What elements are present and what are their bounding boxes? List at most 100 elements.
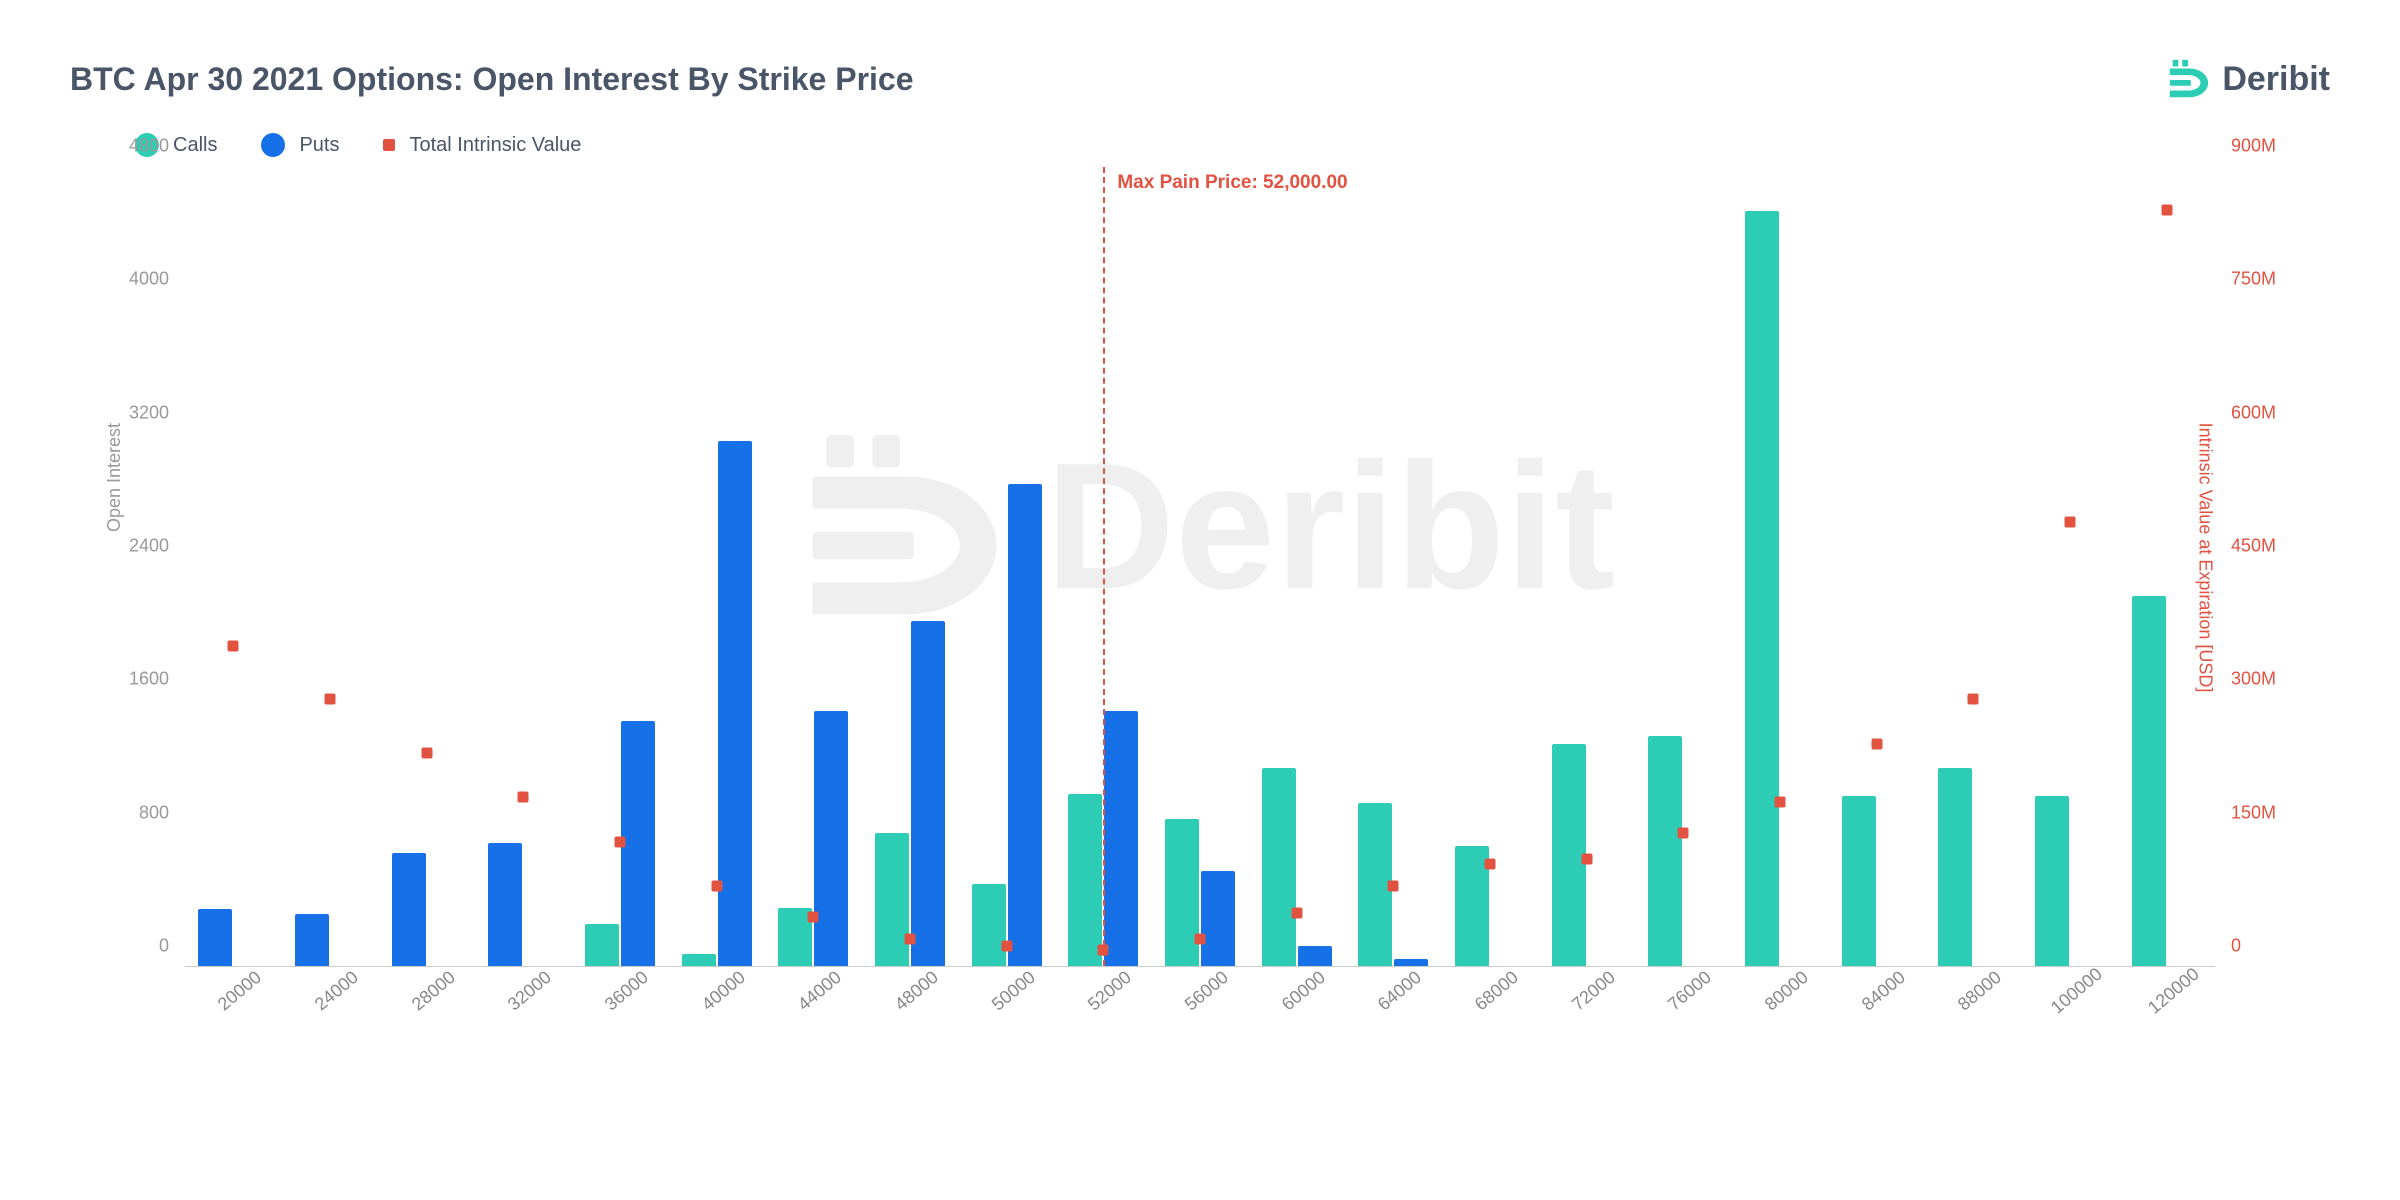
bar-group — [488, 843, 522, 966]
x-tick: 80000 — [1761, 967, 1813, 1015]
legend-puts-label: Puts — [299, 134, 339, 157]
y-axis-left: Open Interest 080016002400320040004800 — [70, 167, 185, 967]
y-right-tick: 300M — [2231, 669, 2276, 690]
calls-bar[interactable] — [1745, 211, 1779, 966]
puts-bar[interactable] — [621, 721, 655, 966]
y-left-tick: 2400 — [129, 536, 169, 557]
intrinsic-value-point[interactable] — [905, 934, 916, 945]
puts-bar[interactable] — [814, 711, 848, 966]
bar-group — [875, 621, 945, 966]
intrinsic-value-point[interactable] — [1001, 941, 1012, 952]
intrinsic-value-point[interactable] — [808, 912, 819, 923]
y-right-tick: 900M — [2231, 136, 2276, 157]
x-tick: 48000 — [891, 967, 943, 1015]
calls-bar[interactable] — [1648, 736, 1682, 966]
y-left-tick: 3200 — [129, 402, 169, 423]
plot-area: Deribit Max Pain Price: 52,000.00 — [185, 167, 2215, 967]
x-tick: 52000 — [1084, 967, 1136, 1015]
brand-logo: Deribit — [2164, 55, 2330, 103]
bar-group — [2132, 596, 2166, 966]
calls-bar[interactable] — [1262, 768, 1296, 966]
calls-bar[interactable] — [585, 924, 619, 966]
x-axis: 2000024000280003200036000400004400048000… — [185, 967, 2215, 1087]
calls-bar[interactable] — [682, 954, 716, 966]
deribit-icon — [2164, 55, 2212, 103]
brand-name: Deribit — [2222, 60, 2330, 99]
calls-bar[interactable] — [1938, 768, 1972, 966]
x-tick: 68000 — [1471, 967, 1523, 1015]
y-left-tick: 1600 — [129, 669, 169, 690]
puts-bar[interactable] — [198, 909, 232, 966]
intrinsic-value-point[interactable] — [1871, 738, 1882, 749]
y-left-tick: 4000 — [129, 269, 169, 290]
calls-bar[interactable] — [2132, 596, 2166, 966]
calls-bar[interactable] — [1842, 796, 1876, 966]
x-tick: 100000 — [2047, 964, 2107, 1019]
bar-group — [1745, 211, 1779, 966]
bar-group — [778, 711, 848, 966]
y-left-label: Open Interest — [104, 423, 125, 532]
intrinsic-value-point[interactable] — [421, 747, 432, 758]
x-tick: 56000 — [1181, 967, 1233, 1015]
calls-bar[interactable] — [875, 833, 909, 966]
puts-bar[interactable] — [1201, 871, 1235, 966]
intrinsic-value-point[interactable] — [2065, 516, 2076, 527]
bar-group — [198, 909, 232, 966]
intrinsic-value-point[interactable] — [1195, 934, 1206, 945]
bar-group — [392, 853, 426, 966]
bar-group — [1262, 768, 1332, 966]
intrinsic-value-point[interactable] — [1485, 858, 1496, 869]
x-tick: 24000 — [311, 967, 363, 1015]
x-tick: 44000 — [794, 967, 846, 1015]
puts-bar[interactable] — [295, 914, 329, 966]
x-tick: 20000 — [214, 967, 266, 1015]
bar-group — [972, 484, 1042, 966]
legend-calls-label: Calls — [173, 134, 217, 157]
bar-group — [1938, 768, 1972, 966]
bar-group — [1648, 736, 1682, 966]
y-right-tick: 750M — [2231, 269, 2276, 290]
legend: Calls Puts Total Intrinsic Value — [135, 133, 2330, 157]
intrinsic-value-point[interactable] — [615, 836, 626, 847]
puts-bar[interactable] — [392, 853, 426, 966]
intrinsic-value-point[interactable] — [1388, 881, 1399, 892]
y-left-tick: 4800 — [129, 136, 169, 157]
calls-bar[interactable] — [2035, 796, 2069, 966]
calls-bar[interactable] — [972, 884, 1006, 966]
y-right-label: Intrinsic Value at Expiration [USD] — [2195, 423, 2216, 693]
intrinsic-value-point[interactable] — [1968, 694, 1979, 705]
intrinsic-value-point[interactable] — [1581, 854, 1592, 865]
puts-bar[interactable] — [911, 621, 945, 966]
legend-puts[interactable]: Puts — [261, 133, 339, 157]
chart-area: Open Interest 080016002400320040004800 D… — [70, 167, 2330, 1087]
intrinsic-value-point[interactable] — [711, 881, 722, 892]
legend-iv-square — [383, 139, 395, 151]
legend-iv-label: Total Intrinsic Value — [409, 134, 581, 157]
puts-bar[interactable] — [1008, 484, 1042, 966]
puts-bar[interactable] — [488, 843, 522, 966]
x-tick: 72000 — [1567, 967, 1619, 1015]
intrinsic-value-point[interactable] — [325, 694, 336, 705]
watermark: Deribit — [785, 412, 1615, 642]
legend-iv[interactable]: Total Intrinsic Value — [383, 134, 581, 157]
x-tick: 36000 — [601, 967, 653, 1015]
puts-bar[interactable] — [1104, 711, 1138, 966]
intrinsic-value-point[interactable] — [518, 792, 529, 803]
intrinsic-value-point[interactable] — [1291, 907, 1302, 918]
header: BTC Apr 30 2021 Options: Open Interest B… — [70, 55, 2330, 103]
puts-bar[interactable] — [1394, 959, 1428, 966]
x-tick: 40000 — [697, 967, 749, 1015]
x-tick: 60000 — [1277, 967, 1329, 1015]
y-left-tick: 0 — [159, 936, 169, 957]
intrinsic-value-point[interactable] — [1678, 827, 1689, 838]
max-pain-label: Max Pain Price: 52,000.00 — [1117, 172, 1347, 194]
chart-container: BTC Apr 30 2021 Options: Open Interest B… — [0, 0, 2400, 1200]
max-pain-line — [1103, 167, 1105, 966]
y-right-tick: 450M — [2231, 536, 2276, 557]
intrinsic-value-point[interactable] — [1775, 796, 1786, 807]
puts-bar[interactable] — [1298, 946, 1332, 966]
intrinsic-value-point[interactable] — [2161, 205, 2172, 216]
calls-bar[interactable] — [1068, 794, 1102, 966]
puts-bar[interactable] — [718, 441, 752, 966]
intrinsic-value-point[interactable] — [228, 641, 239, 652]
